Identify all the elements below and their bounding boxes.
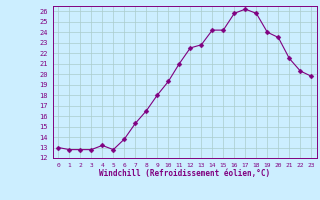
X-axis label: Windchill (Refroidissement éolien,°C): Windchill (Refroidissement éolien,°C) xyxy=(99,169,270,178)
